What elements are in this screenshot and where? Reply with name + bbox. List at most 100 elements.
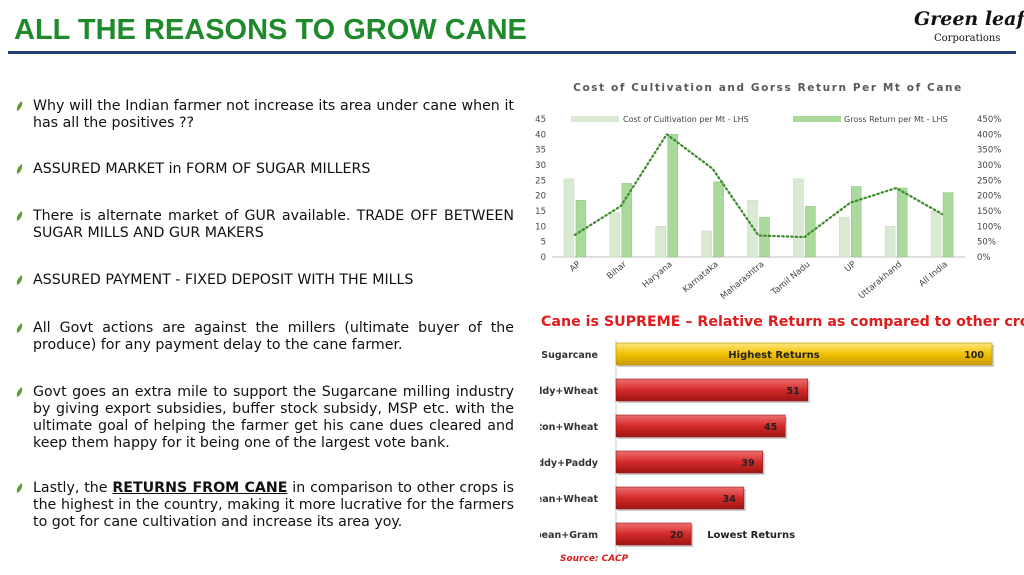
chart-title: Cost of Cultivation and Gorss Return Per… <box>573 82 963 94</box>
bar-cost <box>747 200 758 258</box>
leaf-bullet-icon <box>16 387 23 397</box>
bullet-text: ASSURED MARKET in FORM OF SUGAR MILLERS <box>33 161 371 177</box>
y-tick-right: 450% <box>977 115 1001 125</box>
logo-subtitle: Corporations <box>934 33 1001 44</box>
bar-return <box>805 206 816 258</box>
bar-return <box>713 181 724 258</box>
value-label: 100 <box>964 350 984 361</box>
bar-return <box>621 183 633 258</box>
y-tick-right: 150% <box>977 207 1001 217</box>
y-tick-left: 25 <box>535 176 546 186</box>
legend-swatch-cost <box>571 116 619 122</box>
bar-cost <box>793 178 804 258</box>
y-tick-right: 100% <box>977 222 1001 232</box>
bar-return <box>759 216 770 258</box>
category-label: Paddy+Wheat <box>540 386 598 397</box>
leaf-bullet-icon <box>16 101 23 111</box>
value-label: 20 <box>670 530 684 541</box>
y-tick-right: 200% <box>977 192 1001 202</box>
x-tick-label: Uttarakhand <box>857 260 904 302</box>
x-tick-label: All India <box>917 260 950 290</box>
value-label: 39 <box>741 458 754 469</box>
relative-return-chart: Sugarcane 100 Paddy+Wheat 51 Cotton+Wheat 45 P… <box>540 340 994 564</box>
return-bar <box>615 450 763 474</box>
leaf-bullet-icon <box>16 483 23 493</box>
bullet-text: Lastly, the RETURNS FROM CANE in compari… <box>33 480 514 531</box>
x-tick-label: Tamil Nadu <box>769 260 812 299</box>
bar-return <box>667 134 678 258</box>
bullet-text-emphasis: RETURNS FROM CANE <box>112 480 288 496</box>
bar-cost <box>884 226 896 258</box>
bar-cost <box>839 216 850 258</box>
bullet-text-prefix: Lastly, the <box>33 480 113 496</box>
bar-return <box>942 192 954 258</box>
leaf-bullet-icon <box>16 323 23 333</box>
value-label: 34 <box>723 494 737 505</box>
source-note: Source: CACP <box>560 554 629 564</box>
x-tick-label: Karnataka <box>681 260 720 295</box>
y-tick-left: 35 <box>535 146 546 156</box>
y-tick-right: 350% <box>977 146 1001 156</box>
relative-return-title: Cane is SUPREME – Relative Return as com… <box>541 314 1024 330</box>
cost-return-chart: Cost of Cultivation and Gorss Return Per… <box>535 82 1001 302</box>
y-tick-right: 50% <box>977 238 996 248</box>
bullet-text-suffix: in comparison to other crops is the high… <box>33 480 514 530</box>
bullet-text: Govt goes an extra mile to support the S… <box>33 384 514 451</box>
category-label: Soybean+Wheat <box>540 494 598 505</box>
return-bar <box>615 414 786 438</box>
value-label: 51 <box>787 386 800 397</box>
leaf-bullet-icon <box>16 211 23 221</box>
ratio-line <box>573 132 944 239</box>
category-label: Cotton+Wheat <box>540 422 598 433</box>
y-tick-left: 40 <box>535 130 546 140</box>
category-label: Soybean+Gram <box>540 530 598 541</box>
category-label: Paddy+Paddy <box>540 458 599 469</box>
bullet-item: ASSURED PAYMENT - FIXED DEPOSIT WITH THE… <box>16 272 514 289</box>
bullet-text: All Govt actions are against the millers… <box>33 320 514 353</box>
y-tick-right: 400% <box>977 130 1001 140</box>
leaf-bullet-icon <box>16 164 23 174</box>
y-tick-left: 30 <box>535 161 546 171</box>
lowest-returns-annotation: Lowest Returns <box>707 530 795 541</box>
y-tick-left: 45 <box>535 115 546 125</box>
value-label: 45 <box>764 422 777 433</box>
x-tick-label: AP <box>568 260 583 275</box>
bar-cost <box>930 210 942 258</box>
legend-label-return: Gross Return per Mt - LHS <box>844 115 948 124</box>
y-tick-left: 20 <box>535 192 546 202</box>
y-tick-right: 0% <box>977 253 991 263</box>
x-tick-label: Haryana <box>641 260 675 291</box>
x-tick-label: UP <box>843 260 858 275</box>
bar-cost <box>563 178 575 258</box>
bullet-item: There is alternate market of GUR availab… <box>16 208 514 242</box>
company-logo: Green leaf Corporations <box>910 8 1024 50</box>
y-tick-right: 300% <box>977 161 1001 171</box>
bullet-text: There is alternate market of GUR availab… <box>33 208 514 241</box>
bar-return <box>851 186 862 258</box>
return-bar <box>615 486 745 510</box>
bar-return <box>896 187 908 258</box>
page-title: ALL THE REASONS TO GROW CANE <box>14 14 527 46</box>
y-tick-left: 15 <box>535 207 546 217</box>
y-tick-left: 10 <box>535 222 546 232</box>
return-bar <box>615 342 993 366</box>
title-underline <box>8 51 1016 54</box>
bullet-item: Govt goes an extra mile to support the S… <box>16 384 514 452</box>
return-bar <box>615 522 692 546</box>
bullet-item: All Govt actions are against the millers… <box>16 320 514 354</box>
bullet-text: Why will the Indian farmer not increase … <box>33 98 514 131</box>
bar-cost <box>609 212 621 258</box>
y-tick-right: 250% <box>977 176 1001 186</box>
y-tick-left: 0 <box>541 253 546 263</box>
bullet-item: Lastly, the RETURNS FROM CANE in compari… <box>16 480 514 531</box>
highest-returns-annotation: Highest Returns <box>728 350 820 361</box>
bar-cost <box>701 230 712 258</box>
bar-cost <box>655 226 666 258</box>
logo-wordmark: Green leaf <box>914 8 1024 30</box>
x-tick-label: Maharashtra <box>719 260 767 302</box>
leaf-bullet-icon <box>16 275 23 285</box>
bullet-text: ASSURED PAYMENT - FIXED DEPOSIT WITH THE… <box>33 272 414 288</box>
return-bar <box>615 378 809 402</box>
y-tick-left: 5 <box>541 238 546 248</box>
legend-swatch-return <box>793 116 841 122</box>
